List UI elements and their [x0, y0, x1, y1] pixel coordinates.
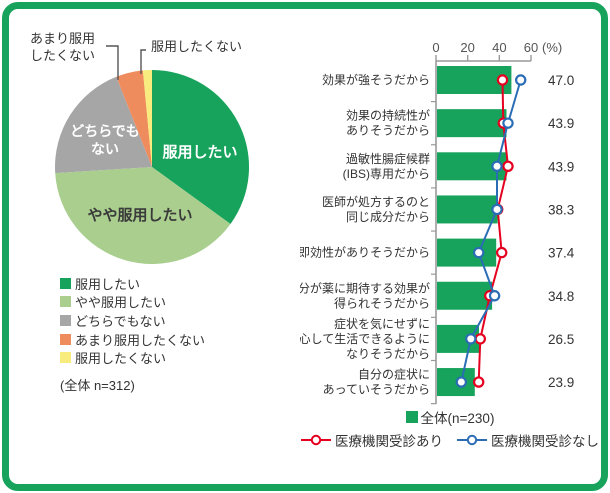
pie-legend-label: 服用したい — [75, 276, 141, 292]
marker-blue — [491, 203, 503, 216]
marker-blue — [488, 290, 501, 302]
bar-category-label: あっていそうだから — [323, 383, 430, 397]
x-tick-label: 60 — [524, 40, 538, 55]
x-axis-unit-label: (%) — [542, 40, 562, 55]
pie-legend-swatch — [60, 277, 71, 289]
bar-category-label: 即効性がありそうだから — [300, 245, 430, 260]
pie-callout-label: 服用したくない — [151, 39, 242, 54]
pie-callout-label: あまり服用 — [30, 31, 95, 46]
bar-panel: 0 20 40 60 (%) 47.0 効果が強そうだから 43.9 効果の持続性が ありそうだか… — [286, 28, 602, 410]
pie-legend-item: 服用したい — [60, 274, 205, 293]
pie-legend: 服用したいやや服用したい どちらでもないあまり服用したくない 服用したくない — [60, 274, 205, 367]
marker-blue — [472, 246, 485, 259]
pie-slice-label: ない — [91, 141, 119, 157]
bar-category-label: (IBS)専用だから — [343, 167, 430, 181]
legend-blue-label: 医療機関受診なし — [491, 434, 599, 449]
legend-item-blue: 医療機関受診なし — [457, 430, 599, 450]
pie-legend-item: 服用したくない — [60, 348, 205, 367]
pie-legend-label: やや服用したい — [75, 295, 167, 311]
bar-category-label: 自分が薬に期待する効果が — [300, 280, 430, 295]
bar-total — [437, 238, 497, 267]
legend-item-red: 医療機関受診あり — [301, 430, 443, 450]
bar-category-label: 得られそうだから — [334, 295, 430, 310]
x-tick-label: 20 — [460, 40, 474, 55]
line-series-blue — [460, 79, 522, 383]
pie-legend-swatch — [60, 352, 71, 364]
blue-line-marker-icon — [457, 434, 487, 446]
x-tick-label: 0 — [432, 40, 439, 55]
line-series-red — [477, 79, 510, 383]
legend-total: 全体(n=230) — [405, 407, 495, 427]
bar-category-label: 効果の持続性が — [346, 108, 430, 123]
bar-category-label: なりそうだから — [346, 347, 430, 361]
red-line-marker-icon — [301, 434, 331, 446]
bar-total — [437, 109, 507, 138]
pie-slice-4 — [116, 70, 152, 167]
pie-legend-swatch — [60, 296, 71, 308]
pie-panel: あまり服用したくない 服用したくない 服用したいやや服用したい どちらでもない — [12, 24, 297, 284]
bar-chart-legend: 全体(n=230) 医療機関受診あり 医療機関受診なし — [300, 407, 600, 450]
marker-blue — [455, 376, 467, 388]
pie-legend-swatch — [60, 314, 71, 326]
marker-red — [472, 376, 485, 388]
pie-legend-item: どちらでもない — [60, 311, 205, 330]
bar-value-label: 23.9 — [548, 375, 574, 390]
pie-legend-item: あまり服用したくない — [60, 330, 205, 349]
pie-legend-label: あまり服用したくない — [75, 332, 206, 348]
bar-value-label: 43.9 — [548, 116, 574, 131]
pie-slice-1 — [152, 70, 250, 224]
pie-callout-label: したくない — [30, 48, 95, 63]
bar-chart: 0 20 40 60 (%) 47.0 効果が強そうだから 43.9 効果の持続性がありそうだか… — [286, 40, 575, 405]
legend-red-label: 医療機関受診あり — [335, 434, 443, 449]
x-tick-label: 40 — [492, 40, 506, 55]
bar-total — [437, 195, 498, 224]
legend-total-label: 全体(n=230) — [420, 411, 495, 426]
bar-category-label: 医師が処方するのと — [322, 194, 430, 209]
bar-category-label: 自分の症状に — [358, 367, 430, 382]
pie-legend-item: やや服用したい — [60, 293, 205, 312]
bar-category-label: 症状を気にせずに — [334, 316, 430, 331]
bar-category-label: 過敏性腸症候群 — [346, 151, 430, 166]
pie-slice-2 — [55, 167, 231, 265]
total-series-swatch — [405, 411, 418, 423]
marker-blue — [502, 117, 514, 129]
bar-value-label: 47.0 — [548, 73, 574, 88]
bar-category-label: 安心して生活できるように — [300, 331, 430, 346]
pie-legend-label: 服用したくない — [75, 351, 167, 367]
bar-value-label: 37.4 — [548, 246, 575, 261]
bar-total — [437, 281, 493, 310]
pie-legend-swatch — [60, 333, 71, 345]
callout-line-yellow — [140, 49, 146, 74]
marker-blue — [514, 74, 527, 86]
pie-slice-label: やや服用したい — [87, 207, 192, 224]
bar-value-label: 34.8 — [548, 289, 574, 304]
pie-total-n: (全体 n=312) — [60, 378, 135, 393]
callout-line-orange — [106, 45, 119, 80]
bar-category-label: 同じ成分だから — [346, 210, 430, 224]
marker-blue — [491, 160, 503, 172]
bar-category-label: ありそうだから — [346, 124, 430, 138]
pie-slice-label: 服用したい — [162, 144, 237, 161]
pie-slice-5 — [142, 69, 152, 167]
marker-red — [495, 246, 508, 259]
marker-red — [474, 333, 486, 345]
legend-lines: 医療機関受診あり 医療機関受診なし — [301, 430, 599, 450]
marker-red — [496, 74, 509, 86]
bar-value-label: 38.3 — [548, 202, 574, 217]
pie-legend-label: どちらでもない — [75, 313, 166, 329]
marker-red — [502, 160, 514, 172]
bar-value-label: 43.9 — [548, 159, 574, 174]
marker-blue — [465, 333, 477, 345]
bar-value-label: 26.5 — [548, 332, 574, 347]
bar-category-label: 効果が強そうだから — [322, 72, 430, 87]
pie-slice-3 — [55, 76, 152, 174]
pie-slice-label: どちらでも — [70, 123, 140, 139]
